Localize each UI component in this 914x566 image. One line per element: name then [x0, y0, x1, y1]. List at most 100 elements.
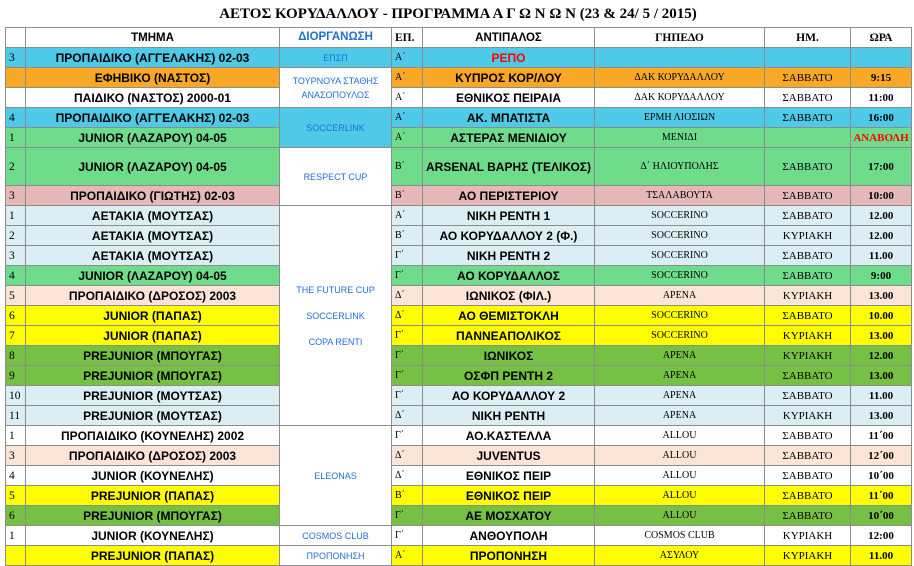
- cell-team[interactable]: ΠΑΙΔΙΚΟ (ΝΑΣΤΟΣ) 2000-01: [25, 87, 280, 108]
- cell-opponent[interactable]: ΙΩΝΙΚΟΣ: [422, 345, 595, 366]
- cell-num[interactable]: 11: [5, 405, 26, 426]
- cell-day[interactable]: ΣΑΒΒΑΤΟ: [764, 305, 851, 326]
- cell-time[interactable]: 13.00: [850, 365, 912, 386]
- cell-team[interactable]: JUNIOR (ΚΟΥΝΕΛΗΣ): [25, 525, 280, 546]
- cell-round[interactable]: Δ΄: [391, 285, 423, 306]
- cell-venue[interactable]: ALLOU: [594, 465, 765, 486]
- cell-team[interactable]: PREJUNIOR (ΠΑΠΑΣ): [25, 545, 280, 566]
- cell-num[interactable]: 5: [5, 285, 26, 306]
- cell-time[interactable]: 9:00: [850, 265, 912, 286]
- cell-num[interactable]: 3: [5, 445, 26, 466]
- cell-num[interactable]: 1: [5, 525, 26, 546]
- cell-time[interactable]: 13.00: [850, 285, 912, 306]
- cell-round[interactable]: Α΄: [391, 107, 423, 128]
- cell-round[interactable]: Γ΄: [391, 385, 423, 406]
- cell-day[interactable]: ΣΑΒΒΑΤΟ: [764, 147, 851, 186]
- cell-venue[interactable]: COSMOS CLUB: [594, 525, 765, 546]
- cell-round[interactable]: Γ΄: [391, 345, 423, 366]
- cell-time[interactable]: 12.00: [850, 345, 912, 366]
- cell-time[interactable]: 11:00: [850, 87, 912, 108]
- cell-round[interactable]: Γ΄: [391, 525, 423, 546]
- cell-team[interactable]: PREJUNIOR (ΜΠΟΥΓΑΣ): [25, 365, 280, 386]
- cell-venue[interactable]: ΑΡΕΝΑ: [594, 405, 765, 426]
- cell-organizer[interactable]: ΤΟΥΡΝΟΥΑ ΣΤΑΘΗΣ ΑΝΑΣΟΠΟΥΛΟΣ: [279, 67, 392, 108]
- cell-num[interactable]: 6: [5, 505, 26, 526]
- cell-opponent[interactable]: ΕΘΝΙΚΟΣ ΠΕΙΡ: [422, 485, 595, 506]
- cell-opponent[interactable]: ΑΟ ΘΕΜΙΣΤΟΚΛΗ: [422, 305, 595, 326]
- cell-day[interactable]: ΣΑΒΒΑΤΟ: [764, 245, 851, 266]
- cell-venue[interactable]: ALLOU: [594, 445, 765, 466]
- cell-time[interactable]: 10΄00: [850, 505, 912, 526]
- cell-venue[interactable]: Δ΄ ΗΛΙΟΥΠΟΛΗΣ: [594, 147, 765, 186]
- cell-round[interactable]: Α΄: [391, 127, 423, 148]
- cell-round[interactable]: Β΄: [391, 485, 423, 506]
- cell-team[interactable]: PREJUNIOR (ΜΟΥΤΣΑΣ): [25, 385, 280, 406]
- cell-round[interactable]: Γ΄: [391, 505, 423, 526]
- cell-round[interactable]: Δ΄: [391, 465, 423, 486]
- cell-team[interactable]: ΑΕΤΑΚΙΑ (ΜΟΥΤΣΑΣ): [25, 225, 280, 246]
- cell-team[interactable]: ΠΡΟΠΑΙΔΙΚΟ (ΔΡΟΣΟΣ) 2003: [25, 445, 280, 466]
- cell-day[interactable]: [764, 127, 851, 148]
- cell-day[interactable]: ΚΥΡΙΑΚΗ: [764, 285, 851, 306]
- cell-day[interactable]: ΚΥΡΙΑΚΗ: [764, 225, 851, 246]
- cell-opponent[interactable]: ΑΝΘΟΥΠΟΛΗ: [422, 525, 595, 546]
- cell-opponent[interactable]: ΝΙΚΗ ΡΕΝΤΗ 1: [422, 205, 595, 226]
- cell-opponent[interactable]: ΡΕΠΟ: [422, 47, 595, 68]
- cell-opponent[interactable]: ARSENAL ΒΑΡΗΣ (ΤΕΛΙΚΟΣ): [422, 147, 595, 186]
- cell-num[interactable]: 4: [5, 465, 26, 486]
- cell-organizer[interactable]: ΠΡΟΠΟΝΗΣΗ: [279, 545, 392, 566]
- cell-num[interactable]: 2: [5, 147, 26, 186]
- cell-round[interactable]: Δ΄: [391, 305, 423, 326]
- cell-num[interactable]: 4: [5, 107, 26, 128]
- cell-time[interactable]: 12΄00: [850, 445, 912, 466]
- cell-team[interactable]: JUNIOR (ΠΑΠΑΣ): [25, 325, 280, 346]
- cell-venue[interactable]: SOCCERINO: [594, 265, 765, 286]
- cell-time[interactable]: 12.00: [850, 205, 912, 226]
- cell-day[interactable]: ΣΑΒΒΑΤΟ: [764, 107, 851, 128]
- cell-round[interactable]: Δ΄: [391, 405, 423, 426]
- cell-day[interactable]: ΚΥΡΙΑΚΗ: [764, 405, 851, 426]
- cell-round[interactable]: Β΄: [391, 225, 423, 246]
- cell-round[interactable]: Γ΄: [391, 265, 423, 286]
- cell-round[interactable]: Γ΄: [391, 365, 423, 386]
- cell-num[interactable]: 9: [5, 365, 26, 386]
- cell-team[interactable]: ΠΡΟΠΑΙΔΙΚΟ (ΑΓΓΕΛΑΚΗΣ) 02-03: [25, 107, 280, 128]
- cell-organizer[interactable]: RESPECT CUP: [279, 147, 392, 206]
- cell-round[interactable]: Δ΄: [391, 445, 423, 466]
- cell-team[interactable]: PREJUNIOR (ΜΠΟΥΓΑΣ): [25, 505, 280, 526]
- cell-day[interactable]: ΣΑΒΒΑΤΟ: [764, 87, 851, 108]
- cell-day[interactable]: ΣΑΒΒΑΤΟ: [764, 365, 851, 386]
- cell-opponent[interactable]: ΑΚ. ΜΠΑΤΙΣΤΑ: [422, 107, 595, 128]
- cell-num[interactable]: 3: [5, 185, 26, 206]
- cell-day[interactable]: ΣΑΒΒΑΤΟ: [764, 67, 851, 88]
- cell-round[interactable]: Α΄: [391, 47, 423, 68]
- cell-opponent[interactable]: ΑΟ ΚΟΡΥΔΑΛΛΟΥ 2: [422, 385, 595, 406]
- cell-venue[interactable]: ALLOU: [594, 485, 765, 506]
- cell-day[interactable]: ΣΑΒΒΑΤΟ: [764, 485, 851, 506]
- cell-day[interactable]: ΣΑΒΒΑΤΟ: [764, 185, 851, 206]
- cell-time[interactable]: 10:00: [850, 185, 912, 206]
- cell-day[interactable]: [764, 47, 851, 68]
- cell-time[interactable]: 9:15: [850, 67, 912, 88]
- cell-venue[interactable]: SOCCERINO: [594, 225, 765, 246]
- cell-team[interactable]: ΑΕΤΑΚΙΑ (ΜΟΥΤΣΑΣ): [25, 205, 280, 226]
- cell-num[interactable]: 1: [5, 205, 26, 226]
- cell-opponent[interactable]: JUVENTUS: [422, 445, 595, 466]
- cell-num[interactable]: 7: [5, 325, 26, 346]
- cell-time[interactable]: 11΄00: [850, 485, 912, 506]
- cell-team[interactable]: PREJUNIOR (ΠΑΠΑΣ): [25, 485, 280, 506]
- cell-day[interactable]: ΣΑΒΒΑΤΟ: [764, 265, 851, 286]
- cell-round[interactable]: Γ΄: [391, 425, 423, 446]
- cell-venue[interactable]: ΑΡΕΝΑ: [594, 365, 765, 386]
- cell-opponent[interactable]: ΕΘΝΙΚΟΣ ΠΕΙΡΑΙΑ: [422, 87, 595, 108]
- cell-time[interactable]: 11.00: [850, 545, 912, 566]
- cell-venue[interactable]: SOCCERINO: [594, 205, 765, 226]
- cell-opponent[interactable]: ΑΟ.ΚΑΣΤΕΛΛΑ: [422, 425, 595, 446]
- cell-venue[interactable]: ΑΡΕΝΑ: [594, 285, 765, 306]
- cell-num[interactable]: [5, 67, 26, 88]
- cell-round[interactable]: Α΄: [391, 545, 423, 566]
- cell-time[interactable]: 11.00: [850, 245, 912, 266]
- cell-time[interactable]: 17:00: [850, 147, 912, 186]
- cell-venue[interactable]: SOCCERINO: [594, 325, 765, 346]
- cell-opponent[interactable]: ΝΙΚΗ ΡΕΝΤΗ: [422, 405, 595, 426]
